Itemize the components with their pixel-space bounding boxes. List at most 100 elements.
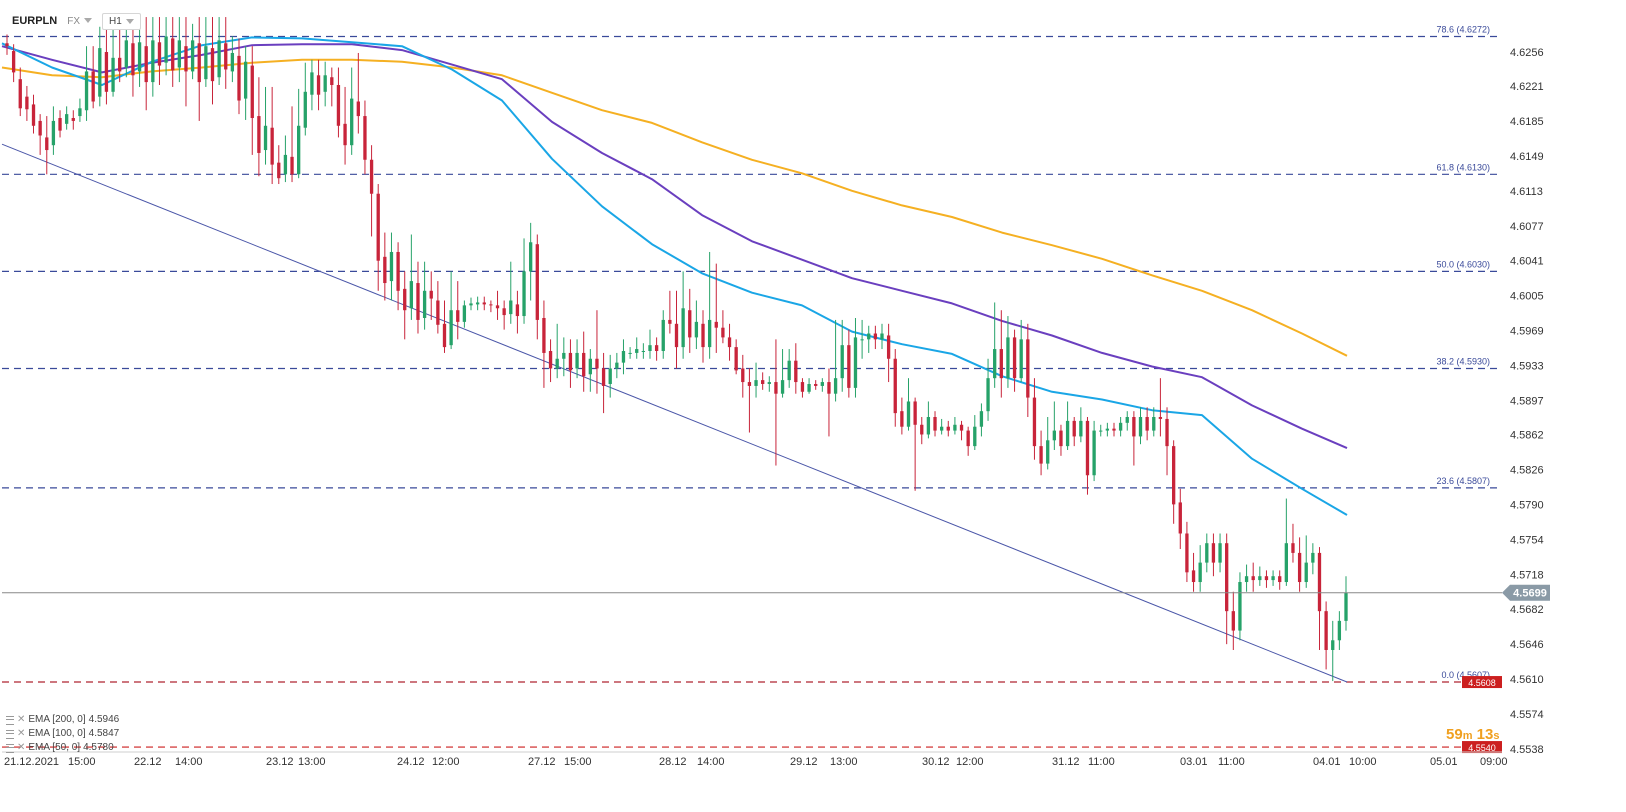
- descending-trendline[interactable]: [1, 143, 1348, 683]
- candle: [290, 106, 294, 183]
- candle: [1019, 319, 1023, 383]
- candle: [886, 323, 891, 383]
- price-badge[interactable]: [1462, 741, 1502, 754]
- candle: [45, 116, 49, 175]
- candle: [714, 263, 718, 353]
- close-icon[interactable]: ✕: [17, 742, 26, 753]
- candle-body: [482, 302, 486, 305]
- settings-lines-icon[interactable]: [6, 715, 14, 725]
- exchange-dropdown[interactable]: FX: [67, 16, 93, 27]
- y-tick-label: 4.5682: [1510, 604, 1544, 616]
- candle: [389, 232, 394, 301]
- candle: [747, 368, 752, 433]
- candle: [1211, 533, 1216, 577]
- candle-body: [1032, 397, 1037, 447]
- candle: [1046, 417, 1050, 470]
- candle-body: [900, 411, 904, 427]
- candle: [429, 271, 433, 320]
- x-tick-label: 15:00: [68, 756, 96, 768]
- candle-body: [761, 380, 765, 384]
- candle: [582, 331, 586, 392]
- candle-body: [502, 308, 506, 316]
- candle-body: [436, 300, 440, 325]
- candle-body: [568, 352, 573, 371]
- candle: [906, 378, 911, 431]
- ema-200-value: 4.5946: [88, 714, 120, 725]
- candle-body: [1231, 611, 1235, 631]
- candle: [303, 62, 307, 136]
- candle-body: [595, 358, 599, 369]
- candle: [601, 352, 606, 414]
- candle-body: [396, 251, 400, 291]
- candle: [562, 337, 566, 377]
- x-tick-label: 23.12: [266, 756, 294, 768]
- candle-body: [277, 162, 281, 179]
- candle-body: [1297, 552, 1302, 583]
- fib-level-label: 23.6 (4.5807): [1436, 476, 1490, 486]
- candle: [814, 380, 818, 390]
- current-price-badge[interactable]: [1502, 584, 1550, 601]
- close-icon[interactable]: ✕: [17, 714, 26, 725]
- candle-body: [747, 382, 752, 386]
- candle-body: [1105, 428, 1110, 431]
- candle-body: [847, 345, 851, 388]
- candle-body: [177, 40, 182, 68]
- candle: [323, 61, 327, 107]
- candle: [5, 34, 9, 55]
- candle: [555, 323, 559, 379]
- settings-lines-icon[interactable]: [6, 743, 14, 753]
- candle: [310, 59, 314, 111]
- timeframe-label: H1: [109, 15, 122, 27]
- candle-body: [25, 96, 29, 110]
- candle-body: [555, 358, 559, 369]
- candle-body: [290, 156, 294, 175]
- candle: [920, 417, 924, 445]
- candle: [880, 323, 884, 350]
- candle: [548, 339, 553, 383]
- candle-body: [197, 43, 201, 83]
- candle-body: [1251, 576, 1255, 581]
- candle: [800, 378, 805, 398]
- close-icon[interactable]: ✕: [17, 728, 26, 739]
- candle-body: [608, 368, 612, 384]
- timeframe-select[interactable]: H1: [102, 12, 141, 30]
- symbol-label[interactable]: EURPLN: [12, 15, 58, 27]
- candle: [177, 17, 182, 83]
- y-tick-label: 4.6005: [1510, 291, 1544, 303]
- candle-body: [389, 251, 394, 282]
- candle: [1052, 401, 1056, 451]
- candle-body: [1271, 576, 1275, 581]
- candle: [489, 300, 493, 313]
- candle-body: [442, 323, 447, 348]
- x-tick-label: 03.01: [1180, 756, 1208, 768]
- candle: [270, 86, 274, 185]
- candle: [336, 67, 341, 138]
- candle-body: [449, 310, 453, 346]
- x-tick-label: 14:00: [697, 756, 725, 768]
- ema-50-value: 4.5780: [83, 742, 114, 753]
- candle: [959, 420, 964, 441]
- candle: [853, 317, 858, 398]
- trendline-layer[interactable]: [1, 143, 1348, 683]
- candle: [1112, 422, 1116, 437]
- candle-body: [1026, 339, 1030, 398]
- indicator-legend: ✕ EMA [200, 0] 4.5946 ✕ EMA [100, 0] 4.5…: [6, 713, 119, 755]
- candle-body: [515, 304, 520, 317]
- candle-body: [144, 46, 148, 83]
- candle: [535, 234, 539, 340]
- candle: [893, 349, 897, 427]
- candle-body: [310, 72, 314, 95]
- candle: [363, 100, 367, 175]
- candle: [1304, 535, 1308, 588]
- candle: [111, 18, 115, 97]
- price-badge[interactable]: [1462, 676, 1502, 689]
- y-tick-label: 4.5790: [1510, 499, 1544, 511]
- settings-lines-icon[interactable]: [6, 729, 14, 739]
- candle-body: [1079, 420, 1083, 437]
- current-price-line: 4.5699 4.5608 4.5540: [2, 584, 1550, 754]
- x-tick-label: 30.12: [922, 756, 950, 768]
- candle: [1324, 601, 1328, 670]
- candle: [1185, 521, 1189, 583]
